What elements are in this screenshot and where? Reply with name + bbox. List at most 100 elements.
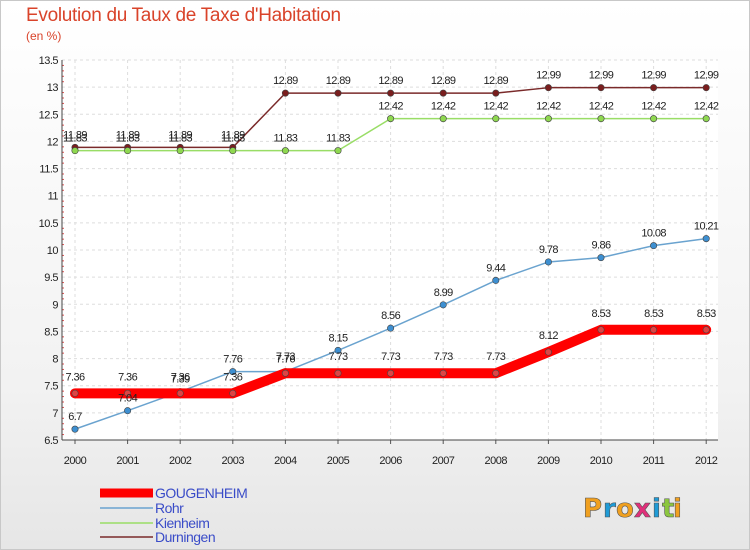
data-point — [176, 147, 184, 155]
legend-label: Kienheim — [155, 515, 209, 531]
axes: 6.5 7 7.5 8 8.5 9 9.5 10 10.5 11 11.5 12 12.5 13 13.5 2… — [39, 55, 719, 467]
logo-letter: r — [603, 494, 616, 524]
x-tick-label: 2008 — [485, 455, 508, 467]
y-tick-label: 7 — [52, 408, 58, 420]
data-point — [492, 115, 500, 123]
logo-letter: o — [616, 494, 634, 524]
data-point — [439, 301, 447, 309]
data-label: 8.53 — [644, 308, 663, 320]
x-tick-label: 2010 — [590, 455, 613, 467]
data-label: 12.99 — [589, 70, 614, 82]
data-point — [702, 326, 710, 334]
data-label: 12.89 — [378, 75, 403, 87]
logo-letter: x — [634, 494, 651, 524]
data-point — [650, 326, 658, 334]
data-point — [702, 115, 710, 123]
data-point — [544, 348, 552, 356]
data-label: 12.42 — [641, 101, 666, 113]
y-tick-label: 9.5 — [44, 272, 58, 284]
data-label: 6.7 — [68, 411, 82, 423]
data-point — [229, 147, 237, 155]
data-point — [439, 115, 447, 123]
legend-label: Durningen — [155, 529, 215, 545]
data-point — [71, 425, 79, 433]
data-label: 7.73 — [381, 351, 400, 363]
data-label: 8.56 — [381, 310, 400, 322]
y-tick-label: 10.5 — [39, 218, 59, 230]
data-label: 12.89 — [326, 75, 351, 87]
data-label: 11.83 — [63, 133, 87, 145]
data-point — [650, 84, 658, 92]
data-point — [229, 368, 237, 376]
y-tick-label: 8.5 — [44, 326, 58, 338]
data-label: 12.42 — [378, 101, 403, 113]
data-point — [439, 369, 447, 377]
data-point — [71, 147, 79, 155]
data-point — [124, 389, 132, 397]
data-point — [597, 84, 605, 92]
data-point — [439, 89, 447, 97]
x-tick-label: 2009 — [537, 455, 560, 467]
data-point — [387, 369, 395, 377]
legend-label: Rohr — [155, 500, 184, 516]
data-label: 11.89 — [221, 129, 245, 141]
data-point — [281, 89, 289, 97]
data-label: 12.99 — [694, 70, 719, 82]
data-point — [544, 115, 552, 123]
data-label: 8.53 — [591, 308, 610, 320]
data-label: 11.89 — [63, 129, 87, 141]
data-label: 7.36 — [118, 371, 137, 383]
data-point — [124, 407, 132, 415]
data-label: 11.89 — [116, 129, 140, 141]
y-tick-label: 8 — [52, 354, 58, 366]
data-point — [544, 84, 552, 92]
x-tick-label: 2003 — [222, 455, 245, 467]
data-point — [71, 389, 79, 397]
data-label: 12.99 — [641, 70, 666, 82]
data-point — [124, 147, 132, 155]
data-label: 8.53 — [697, 308, 716, 320]
data-label: 12.42 — [536, 101, 561, 113]
y-tick-label: 6.5 — [44, 435, 58, 447]
data-label: 12.89 — [273, 75, 298, 87]
legend-label: GOUGENHEIM — [155, 485, 247, 501]
data-point — [387, 115, 395, 123]
data-label: 7.36 — [65, 371, 84, 383]
data-label: 12.89 — [431, 75, 456, 87]
data-point — [492, 369, 500, 377]
data-label: 12.42 — [589, 101, 614, 113]
data-label: 12.99 — [536, 70, 561, 82]
y-tick-label: 9 — [52, 299, 58, 311]
chart-title: Evolution du Taux de Taxe d'Habitation — [26, 5, 341, 26]
data-label: 11.83 — [221, 133, 245, 145]
x-tick-label: 2006 — [379, 455, 402, 467]
data-point — [650, 115, 658, 123]
x-tick-label: 2007 — [432, 455, 455, 467]
data-label: 11.83 — [274, 133, 298, 145]
logo-letter: P — [583, 494, 602, 524]
data-point — [702, 84, 710, 92]
y-tick-label: 12 — [47, 136, 59, 148]
data-label: 7.73 — [328, 351, 347, 363]
data-label: 11.89 — [168, 129, 192, 141]
x-tick-label: 2012 — [695, 455, 718, 467]
data-label: 7.04 — [118, 393, 137, 405]
logo-letter: i — [673, 494, 682, 524]
data-label: 8.12 — [539, 330, 558, 342]
data-point — [281, 147, 289, 155]
data-point — [544, 258, 552, 266]
x-tick-label: 2011 — [643, 455, 665, 467]
y-tick-label: 11 — [48, 191, 59, 203]
data-point — [387, 324, 395, 332]
data-point — [229, 389, 237, 397]
data-label: 11.83 — [168, 133, 192, 145]
unit-label: (en %) — [26, 29, 62, 43]
data-point — [597, 254, 605, 262]
data-label: 12.42 — [431, 101, 456, 113]
data-label: 9.78 — [539, 244, 558, 256]
data-label: 12.89 — [484, 75, 509, 87]
data-label: 7.73 — [276, 351, 295, 363]
data-labels: 7.36 7.36 7.36 7.36 7.73 7.73 7.73 7.73 7.73 8.12… — [63, 70, 719, 423]
